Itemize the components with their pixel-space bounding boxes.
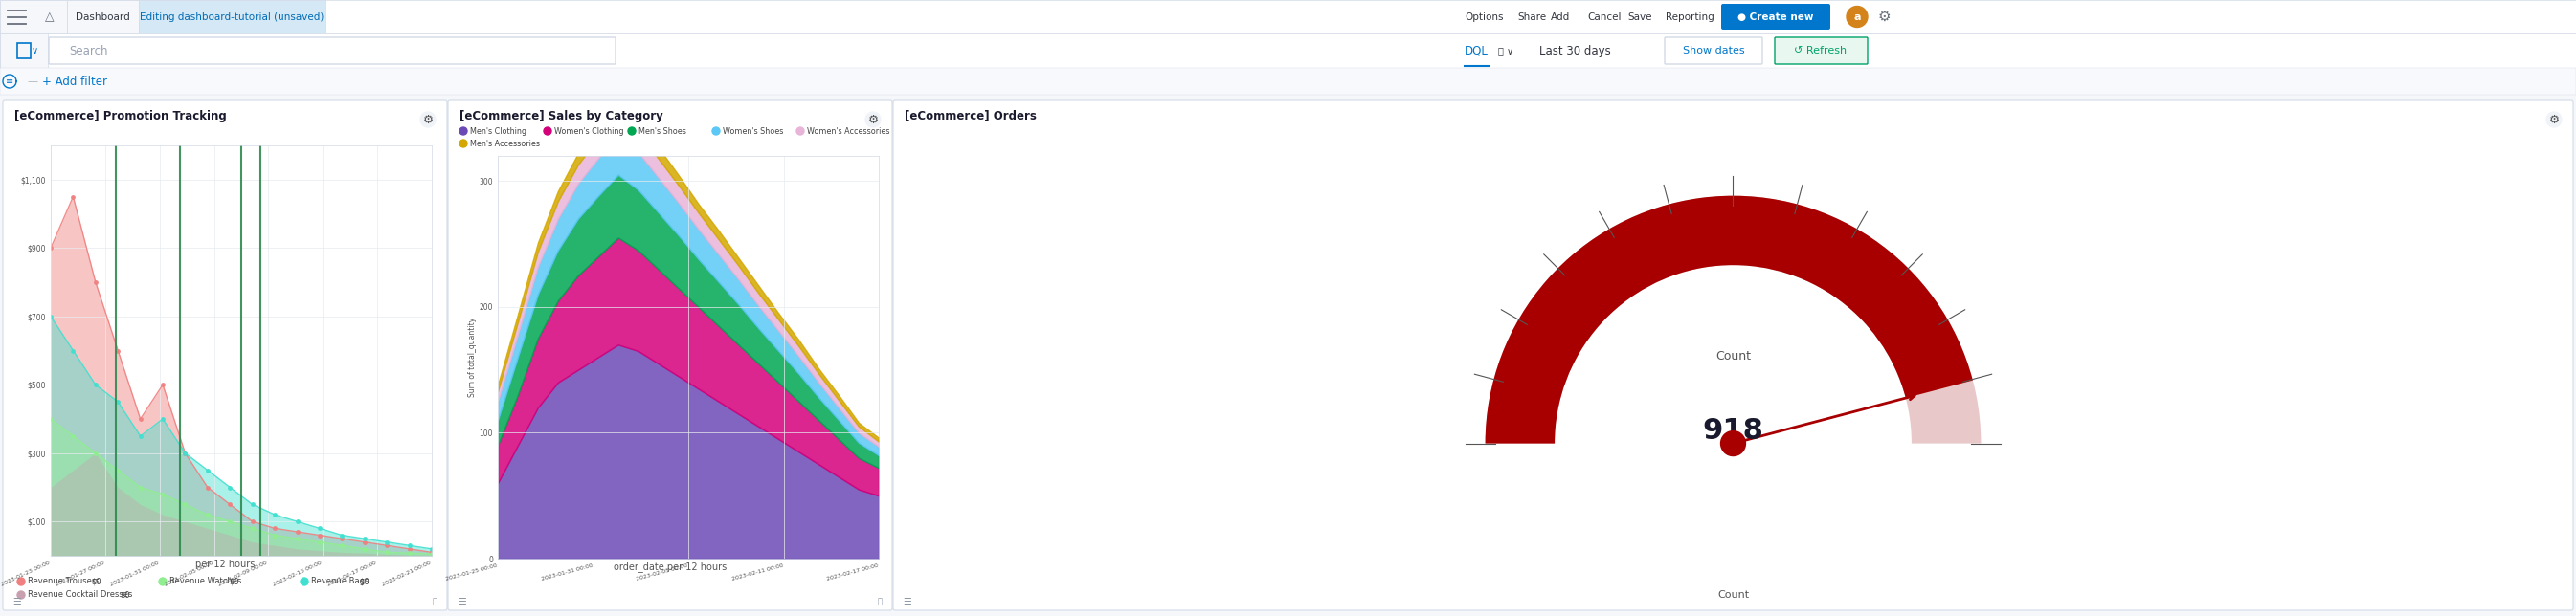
Text: 918: 918	[1703, 417, 1765, 445]
Text: Revenue Bags: Revenue Bags	[312, 577, 368, 586]
FancyBboxPatch shape	[33, 0, 67, 33]
FancyBboxPatch shape	[67, 0, 139, 33]
Text: [eCommerce] Sales by Category: [eCommerce] Sales by Category	[459, 110, 662, 122]
Circle shape	[1847, 6, 1868, 27]
Text: ⤢: ⤢	[878, 598, 884, 606]
Y-axis label: Sum of total_quantity: Sum of total_quantity	[469, 317, 477, 397]
FancyBboxPatch shape	[3, 100, 448, 610]
FancyBboxPatch shape	[0, 0, 33, 33]
Text: ↺ Refresh: ↺ Refresh	[1795, 46, 1847, 55]
Wedge shape	[1486, 196, 1973, 444]
Circle shape	[2545, 112, 2561, 128]
Text: Men's Accessories: Men's Accessories	[469, 139, 541, 148]
Text: ⚙: ⚙	[868, 113, 878, 126]
Circle shape	[1721, 431, 1747, 456]
Text: Count: Count	[1718, 590, 1749, 600]
Text: Editing dashboard-tutorial (unsaved): Editing dashboard-tutorial (unsaved)	[139, 12, 325, 22]
Text: [eCommerce] Promotion Tracking: [eCommerce] Promotion Tracking	[15, 110, 227, 122]
Text: Last 30 days: Last 30 days	[1540, 44, 1610, 57]
FancyBboxPatch shape	[0, 68, 2576, 95]
Text: ⤢: ⤢	[433, 598, 438, 606]
Text: Men's Shoes: Men's Shoes	[639, 127, 685, 136]
FancyBboxPatch shape	[1721, 4, 1832, 30]
Text: Search: Search	[70, 44, 108, 57]
Circle shape	[18, 578, 26, 585]
FancyBboxPatch shape	[448, 100, 891, 610]
Text: [eCommerce] Orders: [eCommerce] Orders	[904, 110, 1036, 122]
Text: Dashboard: Dashboard	[75, 12, 129, 22]
Text: Reporting: Reporting	[1667, 12, 1713, 22]
Text: Show dates: Show dates	[1682, 46, 1744, 55]
Circle shape	[420, 112, 435, 128]
Circle shape	[459, 140, 466, 147]
Text: ⚙: ⚙	[1878, 10, 1891, 24]
Text: Share: Share	[1517, 12, 1546, 22]
Circle shape	[18, 591, 26, 599]
FancyBboxPatch shape	[894, 100, 2573, 610]
Text: $0: $0	[229, 577, 240, 586]
Text: Cancel: Cancel	[1587, 12, 1620, 22]
FancyBboxPatch shape	[139, 0, 325, 33]
Text: △: △	[46, 10, 54, 23]
Text: ≡: ≡	[5, 76, 13, 86]
Circle shape	[459, 128, 466, 135]
Text: Women's Clothing: Women's Clothing	[554, 127, 623, 136]
Text: Options: Options	[1466, 12, 1504, 22]
Text: Revenue Watches: Revenue Watches	[170, 577, 242, 586]
Text: Women's Accessories: Women's Accessories	[806, 127, 889, 136]
Text: order_date per 12 hours: order_date per 12 hours	[613, 562, 726, 572]
Text: ⬛ ∨: ⬛ ∨	[1499, 46, 1515, 55]
FancyBboxPatch shape	[0, 33, 2576, 68]
Text: ⚙: ⚙	[2548, 113, 2561, 126]
Text: ● Create new: ● Create new	[1739, 12, 1814, 22]
Circle shape	[866, 112, 881, 128]
Text: ∨: ∨	[31, 46, 39, 55]
Text: Revenue Trousers: Revenue Trousers	[28, 577, 100, 586]
Text: ⚙: ⚙	[422, 113, 433, 126]
FancyBboxPatch shape	[0, 0, 2576, 33]
Text: $0: $0	[361, 577, 371, 586]
Text: Add: Add	[1551, 12, 1571, 22]
Text: per 12 hours: per 12 hours	[196, 559, 255, 569]
Text: Men's Clothing: Men's Clothing	[469, 127, 526, 136]
Text: ☰: ☰	[13, 597, 21, 606]
Text: Revenue Cocktail Dresses: Revenue Cocktail Dresses	[28, 591, 131, 599]
Text: Save: Save	[1628, 12, 1651, 22]
Text: ☰: ☰	[459, 597, 466, 606]
Circle shape	[711, 128, 719, 135]
FancyBboxPatch shape	[1664, 38, 1762, 64]
FancyBboxPatch shape	[1775, 38, 1868, 64]
Circle shape	[544, 128, 551, 135]
Circle shape	[796, 128, 804, 135]
Text: $0: $0	[121, 591, 129, 599]
Text: ☰: ☰	[902, 597, 912, 606]
Text: Women's Shoes: Women's Shoes	[724, 127, 783, 136]
Circle shape	[160, 578, 167, 585]
Text: $0: $0	[90, 577, 100, 586]
Circle shape	[629, 128, 636, 135]
Text: —: —	[26, 76, 39, 86]
Wedge shape	[1486, 196, 1981, 444]
Text: a: a	[1855, 12, 1860, 22]
Circle shape	[301, 578, 309, 585]
FancyBboxPatch shape	[0, 33, 49, 68]
FancyBboxPatch shape	[49, 38, 616, 64]
Text: Count: Count	[1716, 351, 1752, 363]
Text: + Add filter: + Add filter	[41, 75, 108, 87]
Text: DQL: DQL	[1466, 44, 1489, 57]
